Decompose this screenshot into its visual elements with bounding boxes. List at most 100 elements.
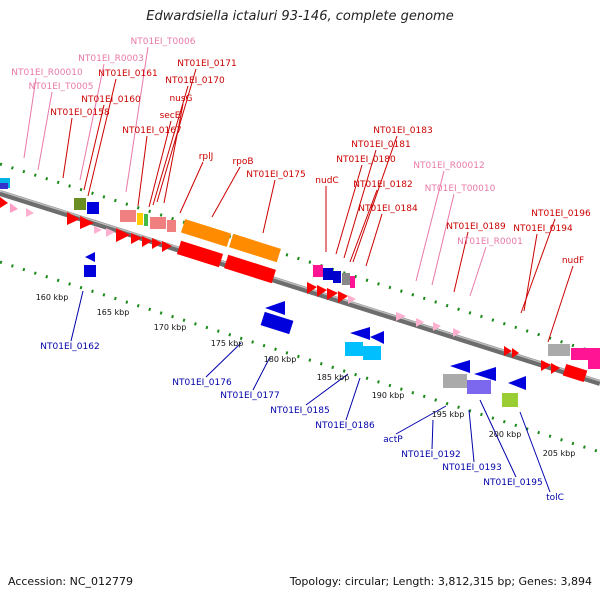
gene-label[interactable]: NT01EI_0181 xyxy=(351,140,410,150)
gene-label[interactable]: NT01EI_0167 xyxy=(122,126,181,136)
gene-arrow xyxy=(450,360,470,373)
gene-feature xyxy=(342,273,350,285)
gene-label[interactable]: rplJ xyxy=(199,152,214,162)
leader-line xyxy=(352,135,398,263)
scale-tick-label: 195 kbp xyxy=(432,410,465,419)
gene-label[interactable]: nudC xyxy=(315,176,338,186)
gene-label[interactable]: NT01EI_0192 xyxy=(401,450,460,460)
leader-line xyxy=(519,411,551,493)
gene-label[interactable]: rpoB xyxy=(232,157,253,167)
gene-label[interactable]: NT01EI_0180 xyxy=(336,155,396,165)
gene-label[interactable]: NT01EI_0160 xyxy=(81,95,141,105)
gene-arrow xyxy=(131,233,142,244)
gene-label[interactable]: nusG xyxy=(169,94,192,104)
leader-line xyxy=(415,170,445,282)
gene-label[interactable]: NT01EI_T00010 xyxy=(425,184,496,194)
gene-label[interactable]: NT01EI_0171 xyxy=(177,59,236,69)
gene-feature xyxy=(313,265,323,277)
leader-line xyxy=(262,179,276,234)
gene-feature xyxy=(467,380,491,394)
gene-label[interactable]: NT01EI_0182 xyxy=(353,180,412,190)
gene-arrow xyxy=(338,291,348,303)
gene-arrow xyxy=(504,346,512,356)
gene-label[interactable]: NT01EI_0184 xyxy=(358,204,418,214)
scale-ticks: 160 kbp 165 kbp 170 kbp 175 kbp 180 kbp 185 k… xyxy=(36,293,576,458)
leader-line xyxy=(479,399,517,478)
gene-arrow xyxy=(396,312,406,321)
gene-label[interactable]: tolC xyxy=(546,493,564,503)
gene-feature xyxy=(176,240,224,268)
leader-line xyxy=(148,120,172,208)
gene-feature xyxy=(181,219,231,247)
gene-label[interactable]: NT01EI_0194 xyxy=(513,224,573,234)
gene-label[interactable]: NT01EI_R0003 xyxy=(78,54,144,64)
leader-line xyxy=(23,77,37,159)
gene-arrow xyxy=(80,216,94,229)
gene-feature xyxy=(87,202,99,214)
gene-label[interactable]: NT01EI_R00012 xyxy=(413,161,484,171)
gene-label[interactable]: NT01EI_0193 xyxy=(442,463,501,473)
gene-label[interactable]: NT01EI_0186 xyxy=(315,421,375,431)
gene-label[interactable]: NT01EI_0158 xyxy=(50,108,110,118)
gene-arrow xyxy=(94,226,102,234)
gene-arrow xyxy=(142,236,152,247)
gene-feature xyxy=(260,311,294,335)
gene-label[interactable]: NT01EI_R0001 xyxy=(457,237,523,247)
leader-line xyxy=(523,233,538,312)
genome-stats-text: Topology: circular; Length: 3,812,315 bp… xyxy=(289,575,592,588)
leader-line xyxy=(453,231,469,293)
gene-label[interactable]: NT01EI_0185 xyxy=(270,406,329,416)
gene-label[interactable]: NT01EI_0161 xyxy=(98,69,157,79)
gene-label[interactable]: NT01EI_0176 xyxy=(172,378,232,388)
gene-feature xyxy=(120,210,136,222)
gene-label[interactable]: NT01EI_0175 xyxy=(246,170,305,180)
gene-label[interactable]: NT01EI_0189 xyxy=(446,222,506,232)
leader-line xyxy=(468,409,475,463)
gene-label[interactable]: actP xyxy=(383,435,403,445)
gene-arrow xyxy=(85,252,95,262)
gene-arrow xyxy=(26,208,34,217)
gene-feature xyxy=(150,217,166,229)
gene-arrow xyxy=(416,318,424,327)
scale-tick-label: 180 kbp xyxy=(264,355,297,364)
gene-arrow xyxy=(152,238,162,249)
scale-tick-label: 160 kbp xyxy=(36,293,69,302)
scale-tick-label: 205 kbp xyxy=(543,449,576,458)
leader-line xyxy=(62,117,73,179)
gene-feature xyxy=(144,214,148,226)
gene-arrow xyxy=(551,363,560,374)
reverse-strand-genes xyxy=(84,252,526,407)
leader-line xyxy=(137,135,148,207)
leader-line xyxy=(431,193,455,286)
leader-line xyxy=(211,166,241,218)
gene-arrow xyxy=(265,301,285,315)
gene-feature xyxy=(548,344,570,356)
gene-arrow xyxy=(317,285,327,297)
leader-line xyxy=(343,149,377,259)
gene-label[interactable]: NT01EI_0177 xyxy=(220,391,279,401)
gene-label[interactable]: NT01EI_0183 xyxy=(373,126,432,136)
gene-label[interactable]: NT01EI_R00010 xyxy=(11,68,83,78)
gene-label[interactable]: NT01EI_0195 xyxy=(483,478,542,488)
gene-label[interactable]: NT01EI_T0006 xyxy=(131,37,196,47)
gene-arrow xyxy=(106,228,115,237)
gene-feature xyxy=(588,357,600,369)
accession-text: Accession: NC_012779 xyxy=(8,575,134,588)
leader-line xyxy=(252,356,271,391)
gene-label[interactable]: NT01EI_0162 xyxy=(40,342,99,352)
gene-arrow xyxy=(348,295,356,304)
gene-label[interactable]: NT01EI_0196 xyxy=(531,209,591,219)
gene-feature xyxy=(323,268,333,280)
gene-label[interactable]: nudF xyxy=(562,256,584,266)
leader-line xyxy=(305,373,349,406)
upper-gene-labels: NT01EI_T0006 NT01EI_R0003 NT01EI_0171 NT01E… xyxy=(11,37,591,343)
gene-arrow xyxy=(10,203,18,213)
gene-label[interactable]: NT01EI_0170 xyxy=(165,76,225,86)
leader-line xyxy=(70,290,84,342)
gene-label[interactable]: NT01EI_T0005 xyxy=(29,82,94,92)
forward-strand-genes xyxy=(0,178,600,383)
gene-arrow xyxy=(508,376,526,390)
gene-label[interactable]: secE xyxy=(160,111,181,121)
